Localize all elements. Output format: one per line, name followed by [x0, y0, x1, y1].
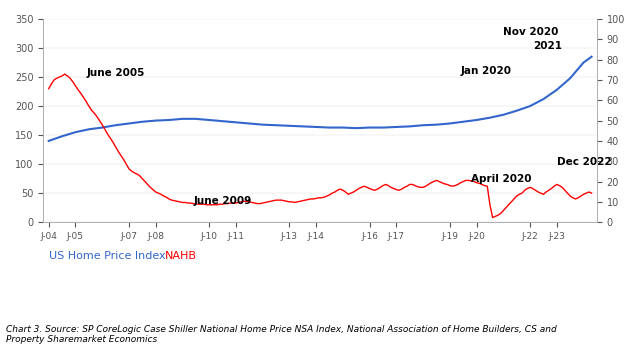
- Text: Jan 2020: Jan 2020: [461, 66, 511, 76]
- Text: 2021: 2021: [532, 41, 562, 52]
- Text: April 2020: April 2020: [471, 173, 532, 184]
- Text: Nov 2020: Nov 2020: [503, 27, 559, 37]
- Text: June 2009: June 2009: [193, 196, 252, 206]
- Text: NAHB: NAHB: [165, 251, 197, 261]
- Text: June 2005: June 2005: [86, 68, 145, 78]
- Text: Chart 3. Source: SP CoreLogic Case Shiller National Home Price NSA Index, Nation: Chart 3. Source: SP CoreLogic Case Shill…: [6, 325, 557, 344]
- Text: Dec 2022: Dec 2022: [557, 157, 611, 167]
- Text: US Home Price Index: US Home Price Index: [49, 251, 169, 261]
